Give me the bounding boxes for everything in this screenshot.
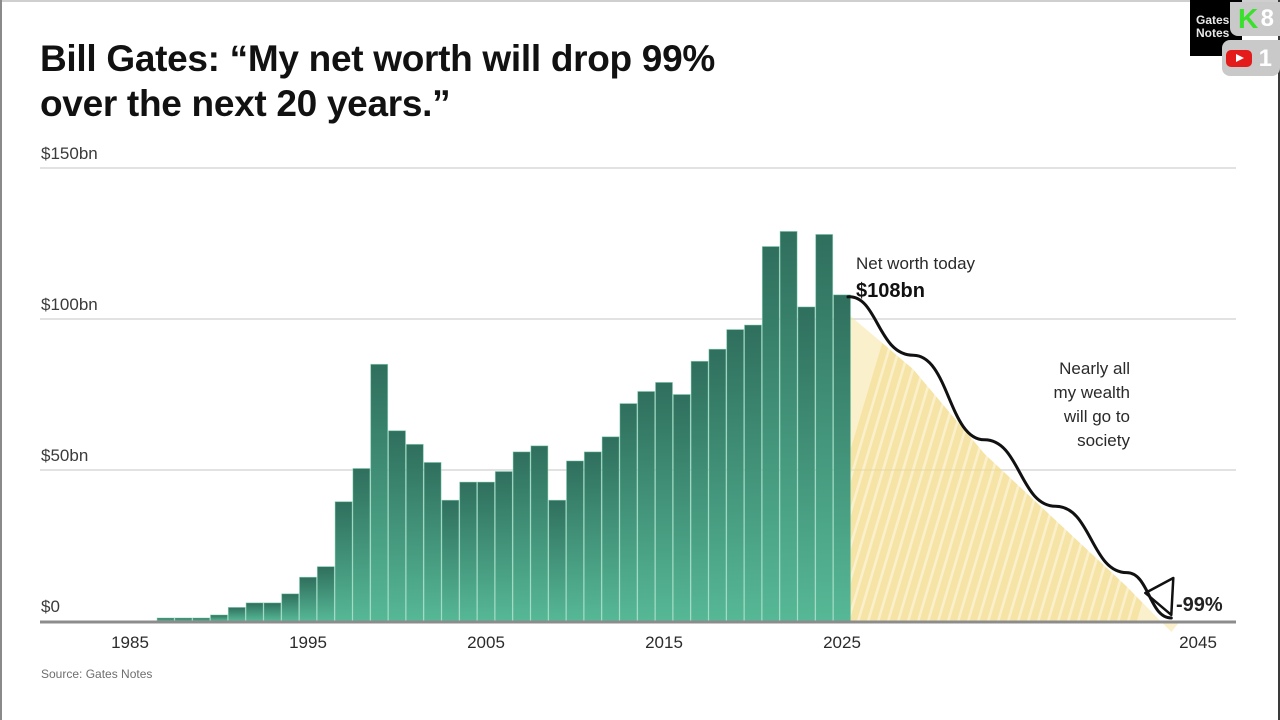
bar-2010 — [566, 460, 584, 622]
kick-viewer-count: 8 — [1260, 5, 1274, 32]
bar-2002 — [423, 462, 442, 622]
bar-2004 — [459, 481, 478, 622]
x-tick-label: 1995 — [289, 633, 327, 652]
source-note: Source: Gates Notes — [41, 667, 153, 681]
frame-top-border — [0, 0, 1280, 2]
y-tick-label: $50bn — [41, 446, 88, 465]
annotation-net-worth-value: $108bn — [856, 280, 925, 302]
bar-2006 — [494, 471, 513, 622]
bar-2012 — [601, 436, 620, 622]
frame-left-border — [0, 0, 2, 720]
chart-title-line-2: over the next 20 years.” — [40, 83, 451, 124]
logo-text-line-2: Notes — [1196, 26, 1230, 40]
bar-2019 — [726, 329, 745, 622]
x-tick-label: 2045 — [1179, 633, 1217, 652]
x-tick-label: 2005 — [467, 633, 505, 652]
bar-1990 — [210, 614, 228, 622]
bar-2003 — [441, 499, 460, 622]
bar-2022 — [779, 231, 798, 622]
stream-overlay: Gates Notes K 8 1 — [1184, 0, 1280, 80]
youtube-viewer-badge[interactable]: 1 — [1222, 40, 1280, 76]
bar-2018 — [708, 348, 727, 622]
kick-viewer-badge[interactable]: K 8 — [1230, 2, 1280, 36]
bar-2017 — [690, 360, 709, 622]
annotation-society-line: my wealth — [1053, 383, 1130, 402]
bar-1994 — [281, 593, 300, 622]
annotation-minus-99-percent: -99% — [1176, 594, 1223, 616]
bar-2013 — [619, 403, 638, 622]
arrow-head-icon — [1144, 576, 1175, 617]
bar-2020 — [744, 324, 762, 622]
annotation-society-line: society — [1077, 431, 1130, 450]
bar-1996 — [316, 566, 335, 622]
y-tick-label: $0 — [41, 597, 60, 616]
annotation-society-line: Nearly all — [1059, 359, 1130, 378]
logo-text-line-1: Gates — [1196, 13, 1230, 27]
bar-2014 — [637, 391, 656, 622]
annotation-society-line: will go to — [1063, 407, 1130, 426]
bar-1992 — [245, 602, 264, 622]
youtube-icon — [1226, 50, 1252, 67]
y-tick-label: $100bn — [41, 295, 98, 314]
bar-2005 — [477, 481, 495, 622]
chart-title-line-1: Bill Gates: “My net worth will drop 99% — [40, 38, 715, 79]
frame-right-border — [1278, 0, 1280, 720]
bar-2001 — [405, 443, 424, 622]
kick-icon: K — [1238, 3, 1259, 34]
bar-1995 — [299, 576, 317, 622]
decline-curve — [846, 295, 1173, 620]
bar-2021 — [761, 246, 780, 622]
annotation-net-worth-label: Net worth today — [856, 254, 976, 273]
bar-1999 — [370, 363, 389, 622]
bar-2025 — [833, 294, 851, 622]
bar-1991 — [227, 607, 246, 622]
bar-2023 — [797, 306, 816, 622]
bar-1993 — [263, 602, 282, 622]
youtube-viewer-count: 1 — [1258, 45, 1272, 72]
chart-title: Bill Gates: “My net worth will drop 99% … — [40, 36, 860, 126]
bar-2007 — [512, 451, 531, 622]
bar-2011 — [583, 451, 602, 622]
x-tick-label: 2015 — [645, 633, 683, 652]
bar-1998 — [352, 468, 371, 622]
bar-2008 — [530, 445, 549, 622]
x-tick-label: 1985 — [111, 633, 149, 652]
bar-2015 — [655, 382, 673, 622]
bar-2016 — [672, 394, 691, 622]
bar-2000 — [388, 430, 406, 622]
bar-2009 — [548, 499, 567, 622]
bar-1997 — [334, 501, 353, 622]
x-tick-label: 2025 — [823, 633, 861, 652]
bar-2024 — [815, 234, 834, 622]
y-tick-label: $150bn — [41, 144, 98, 163]
